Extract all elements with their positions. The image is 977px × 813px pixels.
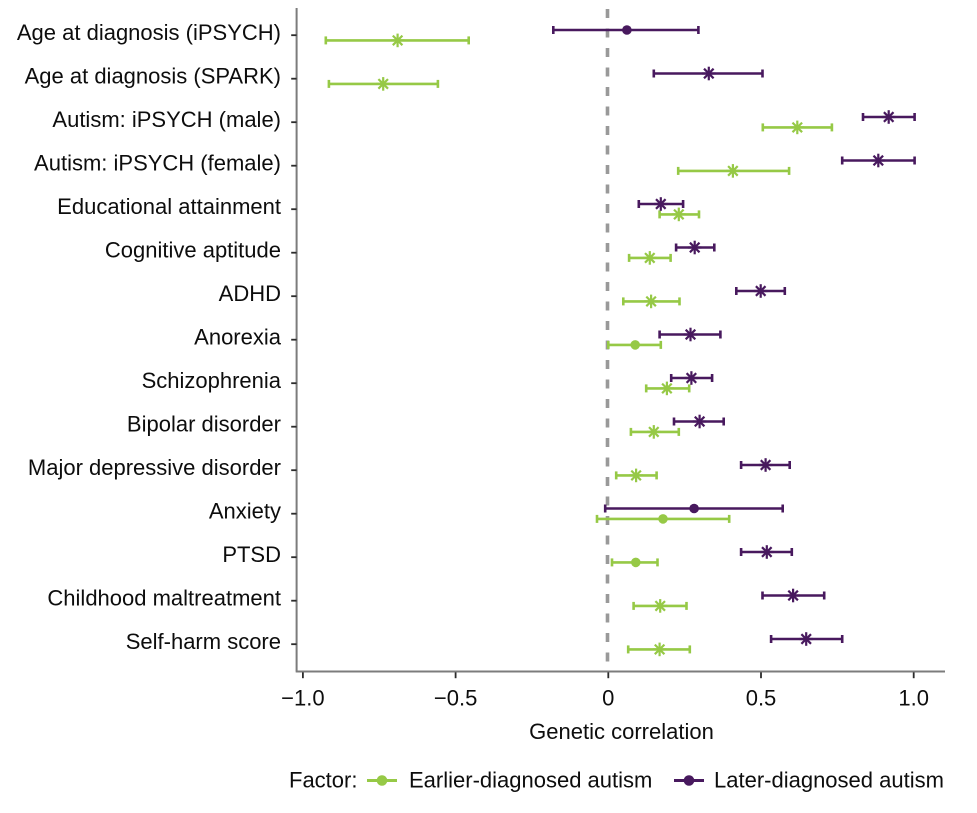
svg-text:Earlier-diagnosed autism: Earlier-diagnosed autism — [409, 768, 652, 793]
svg-text:Autism: iPSYCH (male): Autism: iPSYCH (male) — [52, 107, 281, 132]
svg-text:Major depressive disorder: Major depressive disorder — [28, 455, 281, 480]
svg-text:−1.0: −1.0 — [281, 686, 324, 711]
svg-text:ADHD: ADHD — [219, 281, 281, 306]
svg-text:−0.5: −0.5 — [434, 686, 477, 711]
svg-text:0: 0 — [602, 686, 614, 711]
svg-text:Educational attainment: Educational attainment — [57, 194, 281, 219]
svg-text:Later-diagnosed autism: Later-diagnosed autism — [714, 768, 944, 793]
svg-text:Anorexia: Anorexia — [194, 324, 282, 349]
svg-text:Factor:: Factor: — [289, 768, 357, 793]
svg-text:Age at diagnosis (iPSYCH): Age at diagnosis (iPSYCH) — [17, 20, 281, 45]
svg-text:Bipolar disorder: Bipolar disorder — [127, 411, 281, 436]
svg-text:Age at diagnosis (SPARK): Age at diagnosis (SPARK) — [25, 63, 281, 88]
svg-text:0.5: 0.5 — [746, 686, 777, 711]
svg-text:Genetic correlation: Genetic correlation — [529, 719, 714, 744]
svg-text:Self-harm score: Self-harm score — [126, 629, 281, 654]
svg-text:Autism: iPSYCH (female): Autism: iPSYCH (female) — [34, 150, 281, 175]
svg-text:Anxiety: Anxiety — [209, 498, 281, 523]
svg-text:Schizophrenia: Schizophrenia — [142, 368, 282, 393]
svg-text:1.0: 1.0 — [898, 686, 929, 711]
svg-text:Cognitive aptitude: Cognitive aptitude — [105, 237, 281, 262]
svg-text:PTSD: PTSD — [222, 542, 281, 567]
svg-text:Childhood maltreatment: Childhood maltreatment — [47, 585, 281, 610]
